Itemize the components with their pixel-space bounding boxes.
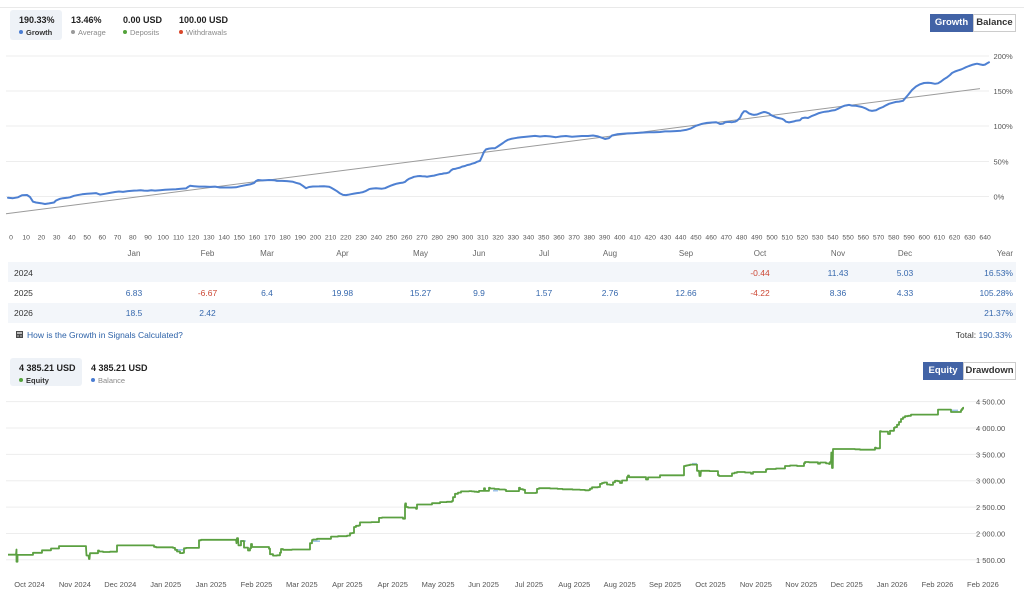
svg-text:260: 260	[401, 235, 413, 242]
svg-text:Mar 2025: Mar 2025	[286, 580, 318, 589]
svg-text:Jan 2025: Jan 2025	[196, 580, 227, 589]
svg-text:May 2025: May 2025	[422, 580, 455, 589]
svg-text:560: 560	[858, 235, 870, 242]
svg-text:110: 110	[173, 235, 184, 242]
svg-text:0: 0	[9, 235, 13, 242]
svg-text:290: 290	[447, 235, 459, 242]
svg-text:250: 250	[386, 235, 398, 242]
svg-text:190: 190	[295, 235, 307, 242]
svg-text:610: 610	[934, 235, 946, 242]
svg-text:Nov 2025: Nov 2025	[785, 580, 817, 589]
svg-text:Feb 2025: Feb 2025	[241, 580, 273, 589]
svg-text:580: 580	[888, 235, 900, 242]
svg-text:Apr 2025: Apr 2025	[332, 580, 362, 589]
svg-text:490: 490	[751, 235, 763, 242]
svg-text:200: 200	[310, 235, 322, 242]
svg-text:Jan 2025: Jan 2025	[150, 580, 181, 589]
svg-text:Apr 2025: Apr 2025	[377, 580, 407, 589]
svg-text:50%: 50%	[994, 158, 1009, 167]
svg-text:440: 440	[675, 235, 687, 242]
svg-text:270: 270	[416, 235, 428, 242]
svg-text:630: 630	[964, 235, 976, 242]
svg-text:2 500.00: 2 500.00	[976, 503, 1005, 512]
svg-text:390: 390	[599, 235, 611, 242]
svg-text:340: 340	[523, 235, 535, 242]
svg-text:150: 150	[234, 235, 246, 242]
svg-text:350: 350	[538, 235, 550, 242]
svg-text:320: 320	[492, 235, 504, 242]
svg-text:4 500.00: 4 500.00	[976, 398, 1005, 407]
svg-text:0%: 0%	[994, 193, 1005, 202]
svg-text:Jul 2025: Jul 2025	[515, 580, 543, 589]
svg-text:60: 60	[99, 235, 107, 242]
svg-text:70: 70	[114, 235, 122, 242]
svg-text:640: 640	[979, 235, 991, 242]
svg-text:510: 510	[782, 235, 794, 242]
svg-text:550: 550	[842, 235, 854, 242]
svg-text:200%: 200%	[994, 52, 1014, 61]
svg-text:4 000.00: 4 000.00	[976, 424, 1005, 433]
svg-text:220: 220	[340, 235, 352, 242]
svg-text:160: 160	[249, 235, 261, 242]
svg-text:Jan 2026: Jan 2026	[877, 580, 908, 589]
svg-text:Aug 2025: Aug 2025	[604, 580, 636, 589]
svg-text:100: 100	[158, 235, 170, 242]
svg-text:430: 430	[660, 235, 672, 242]
svg-text:470: 470	[721, 235, 733, 242]
svg-text:50: 50	[83, 235, 91, 242]
svg-text:Dec 2024: Dec 2024	[104, 580, 136, 589]
svg-text:Aug 2025: Aug 2025	[558, 580, 590, 589]
svg-text:480: 480	[736, 235, 748, 242]
svg-text:Jun 2025: Jun 2025	[468, 580, 499, 589]
svg-text:420: 420	[645, 235, 657, 242]
svg-text:Oct 2024: Oct 2024	[14, 580, 44, 589]
svg-text:1 500.00: 1 500.00	[976, 556, 1005, 565]
svg-text:450: 450	[690, 235, 702, 242]
svg-text:Dec 2025: Dec 2025	[831, 580, 863, 589]
svg-text:230: 230	[355, 235, 367, 242]
svg-text:3 500.00: 3 500.00	[976, 450, 1005, 459]
svg-text:130: 130	[203, 235, 215, 242]
svg-text:20: 20	[38, 235, 46, 242]
svg-text:Feb 2026: Feb 2026	[967, 580, 999, 589]
svg-text:400: 400	[614, 235, 626, 242]
svg-text:2 000.00: 2 000.00	[976, 530, 1005, 539]
svg-text:140: 140	[218, 235, 230, 242]
svg-text:30: 30	[53, 235, 61, 242]
svg-text:370: 370	[568, 235, 580, 242]
svg-text:520: 520	[797, 235, 809, 242]
svg-text:300: 300	[462, 235, 474, 242]
svg-text:280: 280	[432, 235, 444, 242]
svg-text:500: 500	[766, 235, 778, 242]
svg-text:600: 600	[919, 235, 931, 242]
svg-text:80: 80	[129, 235, 137, 242]
svg-text:Nov 2024: Nov 2024	[59, 580, 91, 589]
svg-text:150%: 150%	[994, 87, 1014, 96]
svg-text:Feb 2026: Feb 2026	[922, 580, 954, 589]
svg-text:170: 170	[264, 235, 276, 242]
svg-text:620: 620	[949, 235, 961, 242]
svg-text:40: 40	[68, 235, 76, 242]
svg-text:530: 530	[812, 235, 824, 242]
svg-text:410: 410	[629, 235, 641, 242]
svg-text:240: 240	[371, 235, 383, 242]
svg-text:100%: 100%	[994, 122, 1014, 131]
svg-text:330: 330	[508, 235, 520, 242]
svg-text:Oct 2025: Oct 2025	[695, 580, 725, 589]
svg-text:360: 360	[553, 235, 565, 242]
svg-text:310: 310	[477, 235, 489, 242]
svg-text:10: 10	[22, 235, 30, 242]
svg-text:180: 180	[279, 235, 291, 242]
svg-text:90: 90	[144, 235, 152, 242]
svg-text:120: 120	[188, 235, 200, 242]
svg-text:540: 540	[827, 235, 839, 242]
svg-text:Sep 2025: Sep 2025	[649, 580, 681, 589]
svg-text:Nov 2025: Nov 2025	[740, 580, 772, 589]
svg-text:460: 460	[705, 235, 717, 242]
svg-text:570: 570	[873, 235, 885, 242]
svg-text:590: 590	[903, 235, 915, 242]
svg-text:210: 210	[325, 235, 337, 242]
svg-text:380: 380	[584, 235, 596, 242]
svg-text:3 000.00: 3 000.00	[976, 477, 1005, 486]
